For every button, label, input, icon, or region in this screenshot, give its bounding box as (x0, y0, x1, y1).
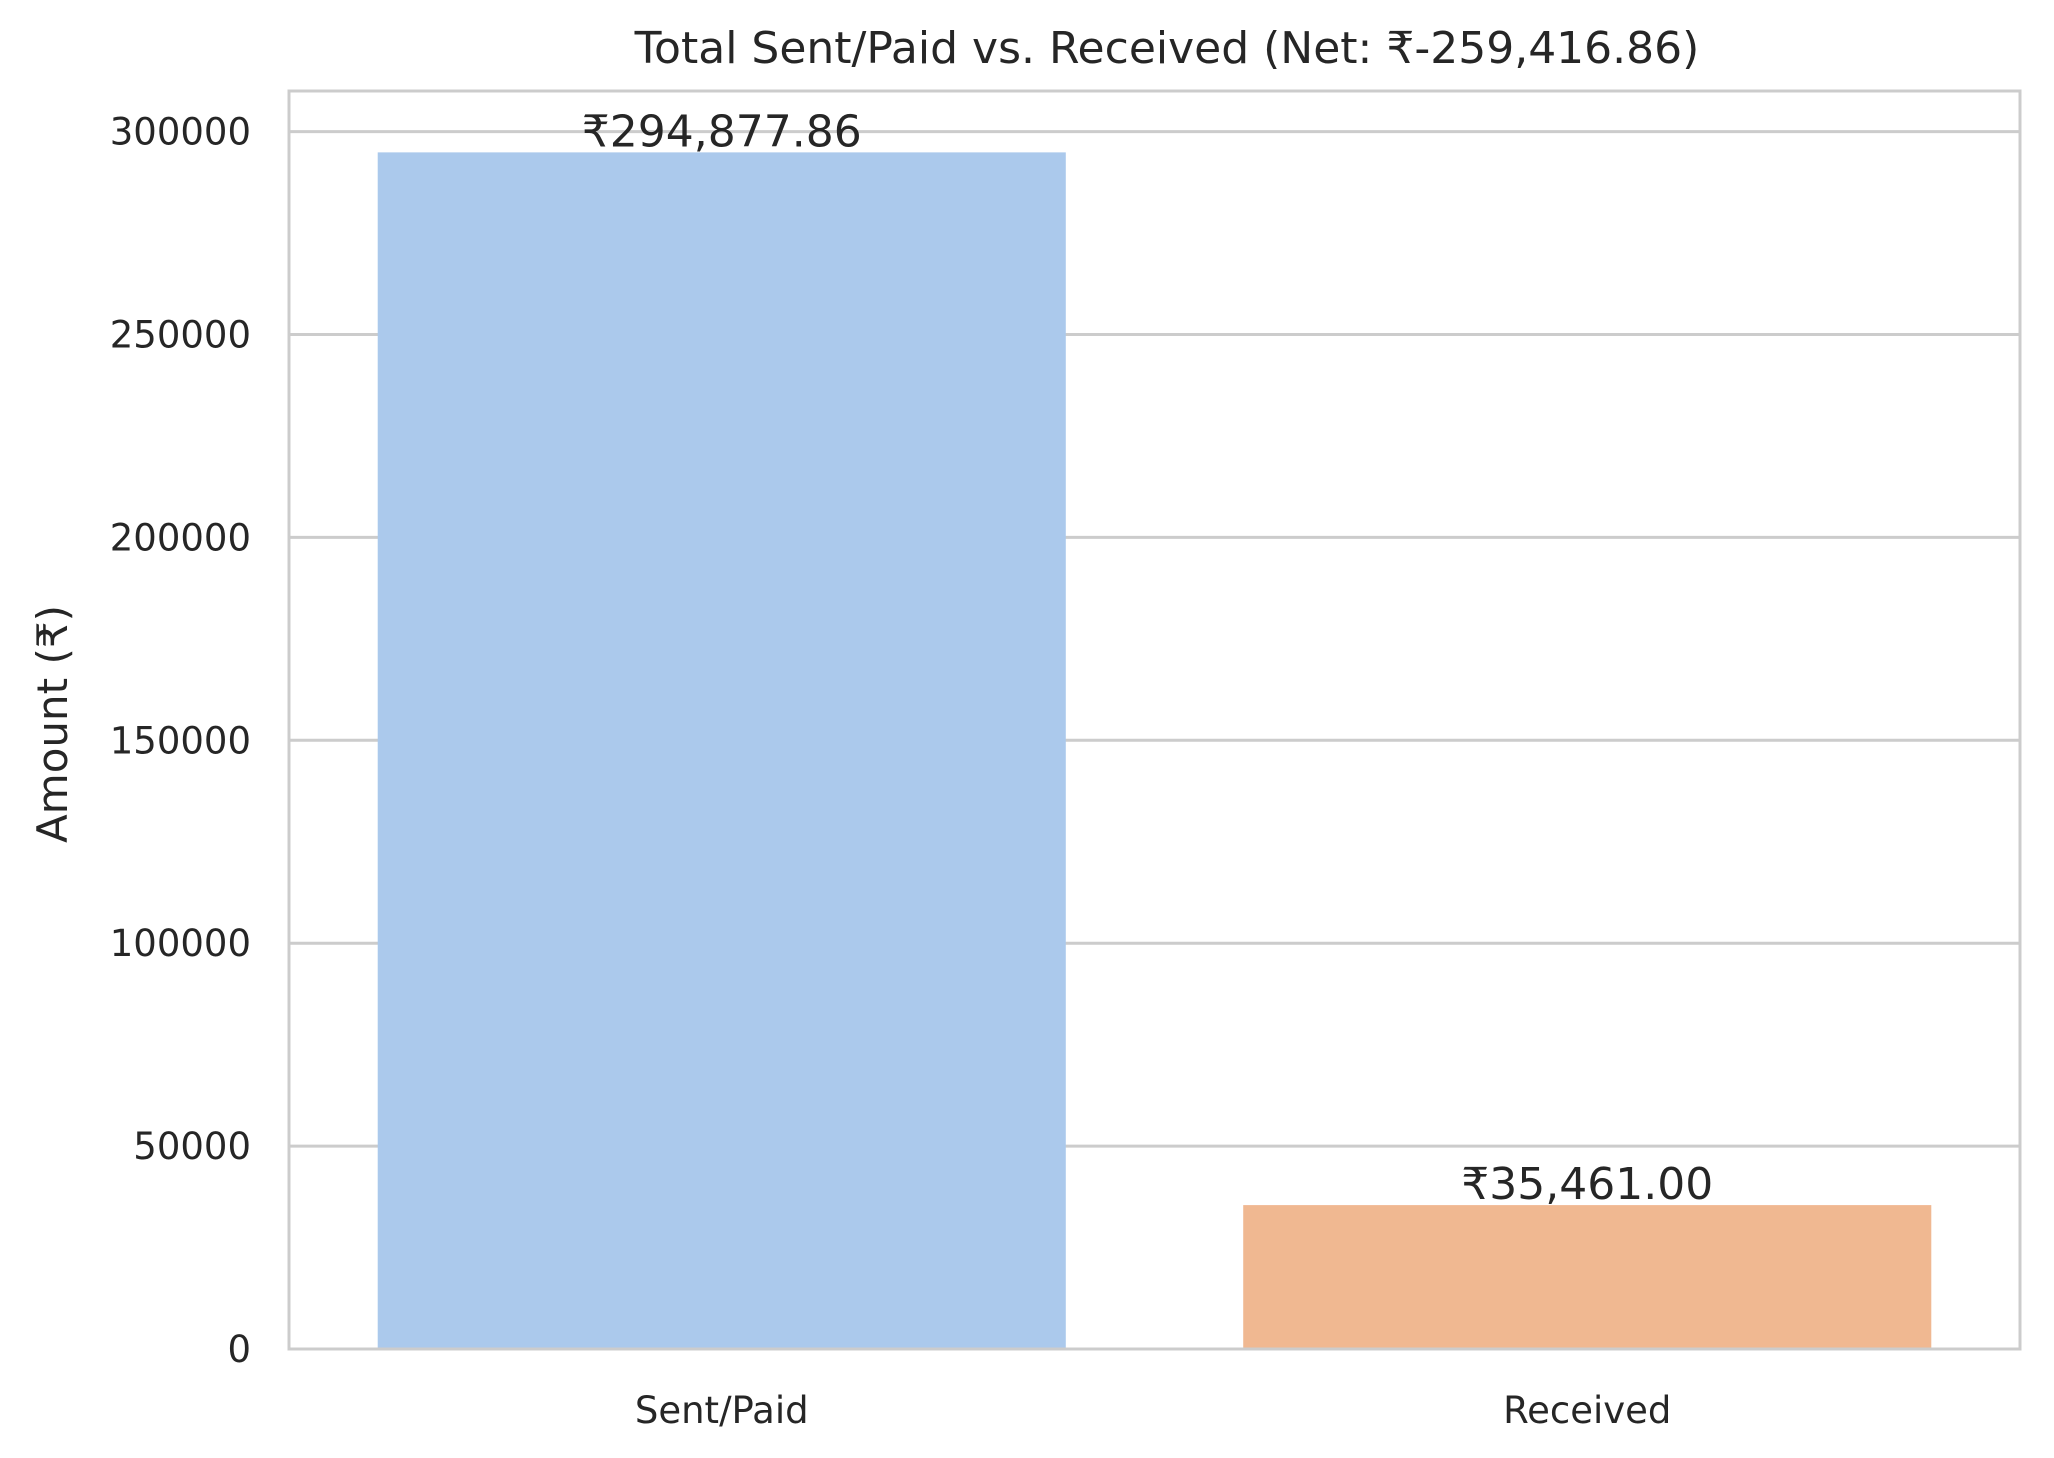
y-tick-label: 0 (227, 1328, 251, 1371)
bars (377, 152, 1932, 1350)
y-tick-label: 50000 (133, 1125, 251, 1168)
y-tick-label: 250000 (110, 313, 251, 356)
bar-received (1243, 1205, 1932, 1349)
data-labels: ₹294,877.86 ₹35,461.00 (582, 106, 1713, 1210)
plot-frame (287, 89, 2022, 1351)
x-tick-label: Sent/Paid (635, 1389, 809, 1432)
chart-title: Total Sent/Paid vs. Received (Net: ₹-259… (634, 23, 1700, 74)
data-label: ₹294,877.86 (582, 106, 862, 157)
data-label: ₹35,461.00 (1461, 1159, 1713, 1210)
y-tick-label: 300000 (110, 111, 251, 154)
ticks: 0 50000 100000 150000 200000 250000 300000 Sent… (110, 111, 1672, 1432)
y-tick-label: 100000 (110, 922, 251, 965)
y-tick-label: 150000 (110, 719, 251, 762)
y-tick-label: 200000 (110, 516, 251, 559)
x-tick-label: Received (1503, 1389, 1671, 1432)
bar-sent-paid (377, 152, 1066, 1350)
y-axis-label: Amount (₹) (28, 605, 77, 843)
